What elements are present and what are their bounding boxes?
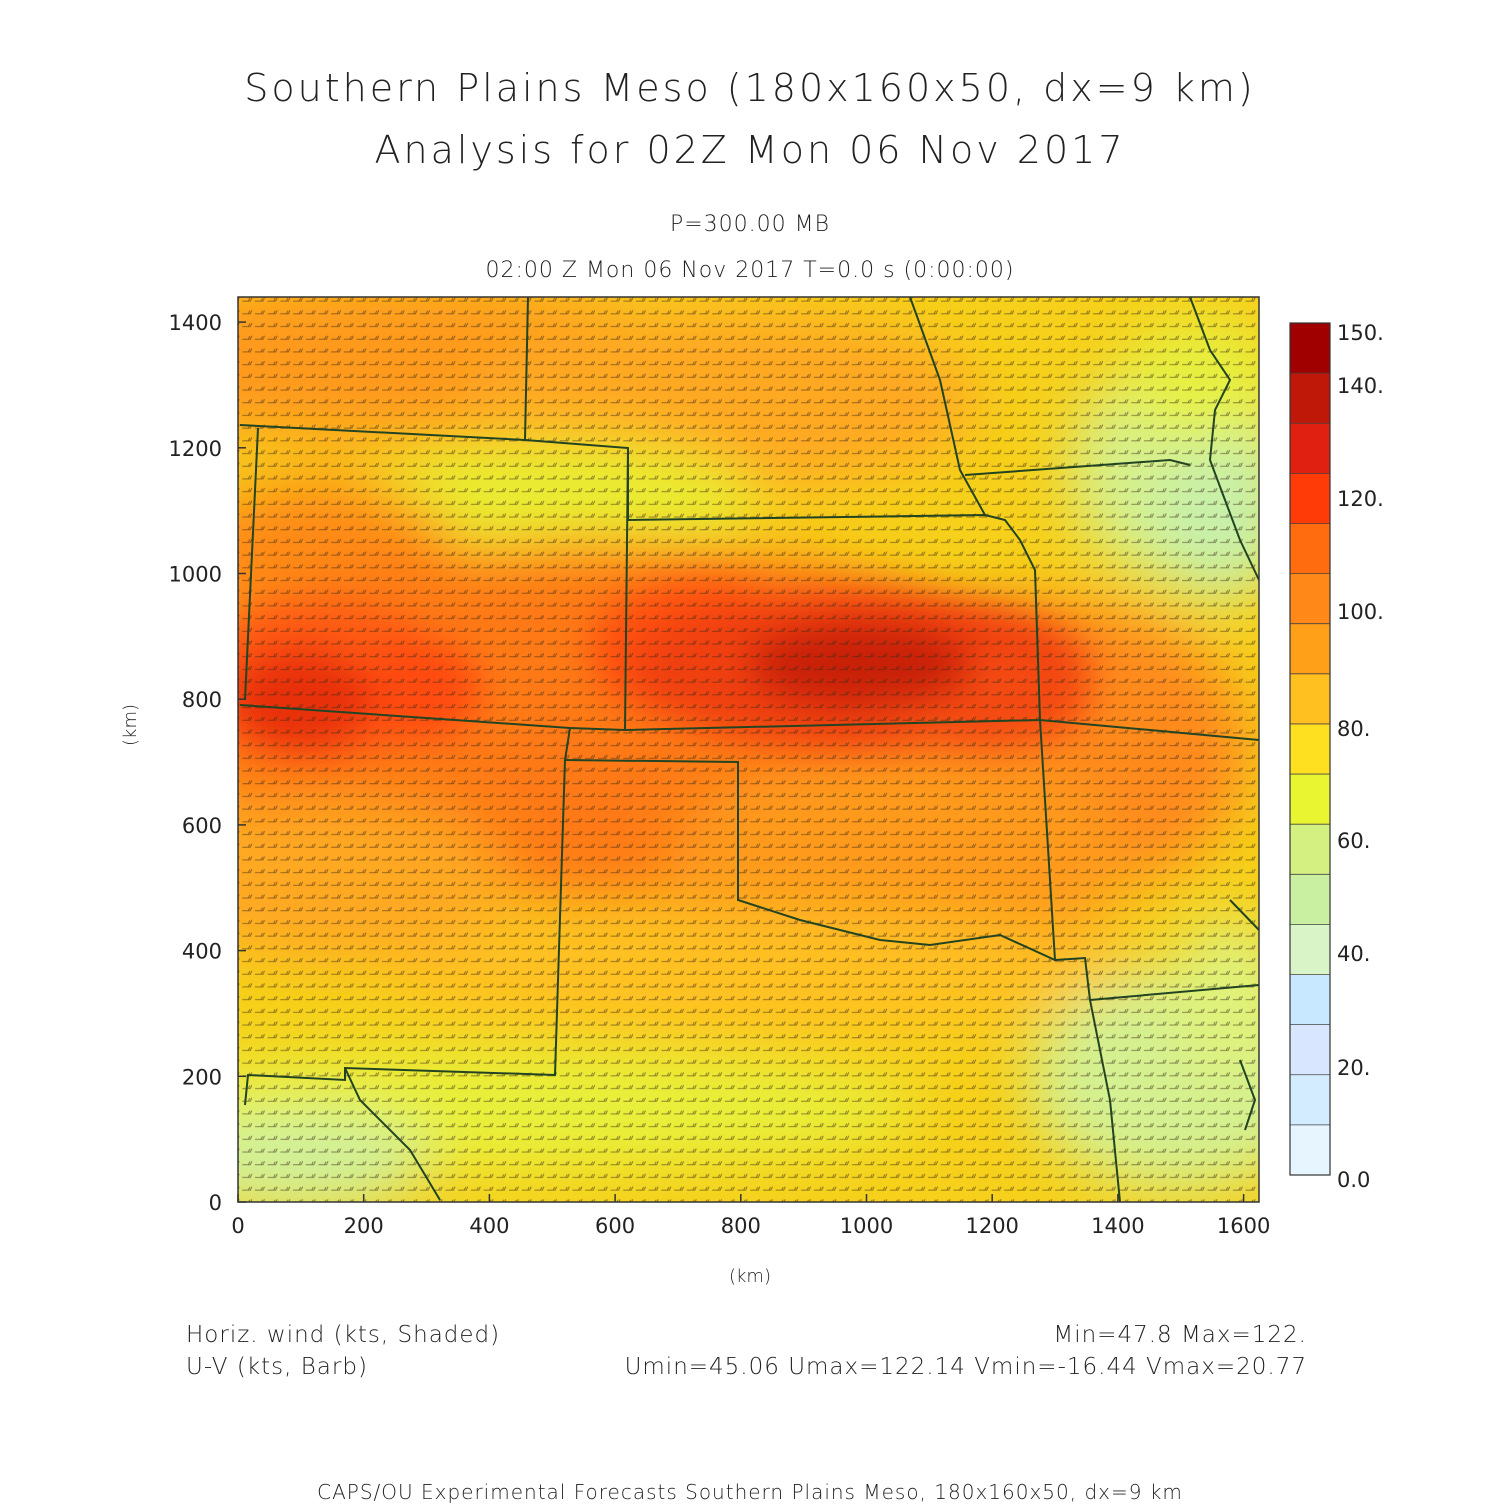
x-tick-label: 800 [721, 1214, 761, 1238]
colorbar-label: 120. [1337, 487, 1384, 511]
x-tick-label: 1200 [965, 1214, 1018, 1238]
colorbar-swatch [1290, 924, 1330, 976]
colorbar-swatch [1290, 523, 1330, 575]
x-tick-label: 1400 [1091, 1214, 1144, 1238]
colorbar-swatch [1290, 673, 1330, 725]
valid-time: 02:00 Z Mon 06 Nov 2017 T=0.0 s (0:00:00… [485, 258, 1015, 283]
colorbar-swatch [1290, 423, 1330, 474]
colorbar-label: 20. [1337, 1056, 1370, 1080]
y-tick-label: 1400 [169, 311, 222, 335]
x-axis: 0 200 400 600 800 1000 1200 1400 1600 [231, 1194, 1270, 1238]
colorbar-swatch [1290, 774, 1330, 825]
colorbar-swatch [1290, 623, 1330, 675]
colorbar-swatch [1290, 723, 1330, 775]
colorbar-label: 150. [1337, 321, 1384, 345]
pressure-level: P=300.00 MB [669, 212, 831, 237]
colorbar-label: 100. [1337, 600, 1384, 624]
colorbar-label: 140. [1337, 374, 1384, 398]
colorbar-swatch [1290, 824, 1330, 875]
y-tick-label: 600 [182, 814, 222, 838]
colorbar-label: 0.0 [1337, 1168, 1370, 1192]
y-tick-label: 200 [182, 1065, 222, 1089]
colorbar-swatch [1290, 1024, 1330, 1076]
min-max-stats: Min=47.8 Max=122. [1053, 1322, 1307, 1348]
footer-credit: CAPS/OU Experimental Forecasts Southern … [317, 1480, 1183, 1504]
y-axis-label: (km) [120, 703, 141, 746]
x-tick-label: 200 [344, 1214, 384, 1238]
x-tick-label: 400 [469, 1214, 509, 1238]
colorbar-label: 40. [1337, 942, 1370, 966]
y-tick-label: 0 [209, 1191, 222, 1215]
x-tick-label: 1000 [840, 1214, 893, 1238]
colorbar: 150. 140. 120. 100. 80. 60. 40. 20. 0.0 [1289, 321, 1384, 1192]
colorbar-frame [1289, 322, 1331, 1176]
plot-frame [237, 296, 1260, 1203]
legend-shaded: Horiz. wind (kts, Shaded) [186, 1322, 501, 1348]
x-tick-label: 1600 [1217, 1214, 1270, 1238]
wind-speed-field [238, 297, 1259, 1202]
colorbar-swatch [1290, 1124, 1330, 1176]
colorbar-swatch [1290, 323, 1330, 374]
legend-barb: U-V (kts, Barb) [186, 1354, 368, 1380]
y-tick-label: 400 [182, 940, 222, 964]
x-tick-label: 0 [231, 1214, 244, 1238]
colorbar-swatch [1290, 573, 1330, 625]
colorbar-label: 60. [1337, 829, 1370, 853]
colorbar-swatch [1290, 373, 1330, 424]
colorbar-swatch [1290, 974, 1330, 1026]
colorbar-swatch [1290, 874, 1330, 925]
title-line-1: Southern Plains Meso (180x160x50, dx=9 k… [244, 66, 1256, 110]
state-boundaries [239, 297, 1259, 1202]
colorbar-swatch [1290, 1074, 1330, 1126]
x-axis-label: (km) [728, 1266, 771, 1287]
colorbar-label: 80. [1337, 717, 1370, 741]
uv-stats: Umin=45.06 Umax=122.14 Vmin=-16.44 Vmax=… [624, 1354, 1307, 1380]
y-tick-label: 800 [182, 688, 222, 712]
y-axis: 0 200 400 600 800 1000 1200 1400 [169, 311, 246, 1215]
y-tick-label: 1200 [169, 437, 222, 461]
colorbar-swatch [1290, 473, 1330, 524]
y-tick-label: 1000 [169, 563, 222, 587]
x-tick-label: 600 [595, 1214, 635, 1238]
title-line-2: Analysis for 02Z Mon 06 Nov 2017 [374, 128, 1126, 172]
